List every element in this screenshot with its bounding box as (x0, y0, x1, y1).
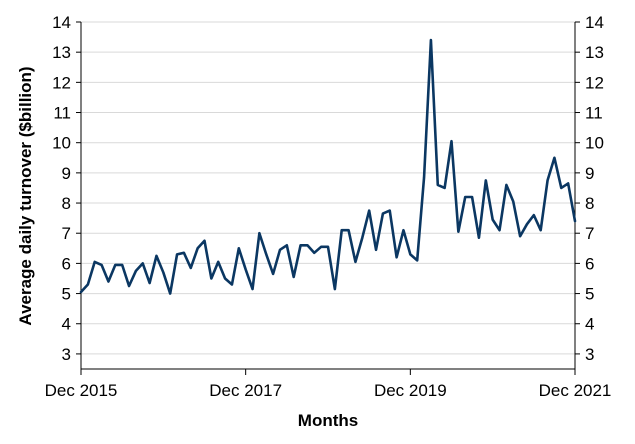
y-tick-label-right: 12 (585, 73, 604, 92)
y-tick-label-left: 9 (62, 164, 71, 183)
series-line (79, 38, 577, 295)
y-tick-label-right: 6 (585, 254, 594, 273)
y-tick-label-left: 12 (52, 73, 71, 92)
x-tick-label: Dec 2015 (45, 381, 118, 400)
x-tick-label: Dec 2017 (209, 381, 282, 400)
y-tick-label-right: 3 (585, 345, 594, 364)
y-tick-label-right: 14 (585, 13, 604, 32)
y-tick-label-left: 6 (62, 254, 71, 273)
y-tick-label-left: 3 (62, 345, 71, 364)
y-tick-label-right: 5 (585, 285, 594, 304)
gridlines (81, 21, 575, 355)
y-axis-title: Average daily turnover ($billion) (16, 66, 35, 325)
y-tick-label-right: 10 (585, 134, 604, 153)
axes (76, 21, 580, 375)
x-axis-title: Months (298, 411, 358, 430)
y-tick-label-right: 11 (585, 104, 603, 123)
y-tick-label-left: 7 (62, 224, 71, 243)
x-tick-label: Dec 2021 (539, 381, 612, 400)
tick-labels: 3 3 4 4 5 5 6 6 7 7 8 8 9 9 10 10 11 11 12 12 13 13 14 14 Dec 20… (45, 13, 612, 400)
y-tick-label-right: 9 (585, 164, 594, 183)
y-tick-label-right: 4 (585, 315, 594, 334)
x-tick-label: Dec 2019 (374, 381, 447, 400)
y-tick-label-left: 4 (62, 315, 71, 334)
y-tick-label-left: 14 (52, 13, 71, 32)
y-tick-label-left: 11 (53, 104, 71, 123)
y-tick-label-left: 10 (52, 134, 71, 153)
y-tick-label-left: 5 (62, 285, 71, 304)
y-tick-label-right: 7 (585, 224, 594, 243)
series-layer (79, 38, 577, 295)
y-tick-label-right: 8 (585, 194, 594, 213)
y-tick-label-right: 13 (585, 43, 604, 62)
y-tick-label-left: 13 (52, 43, 71, 62)
y-tick-label-left: 8 (62, 194, 71, 213)
